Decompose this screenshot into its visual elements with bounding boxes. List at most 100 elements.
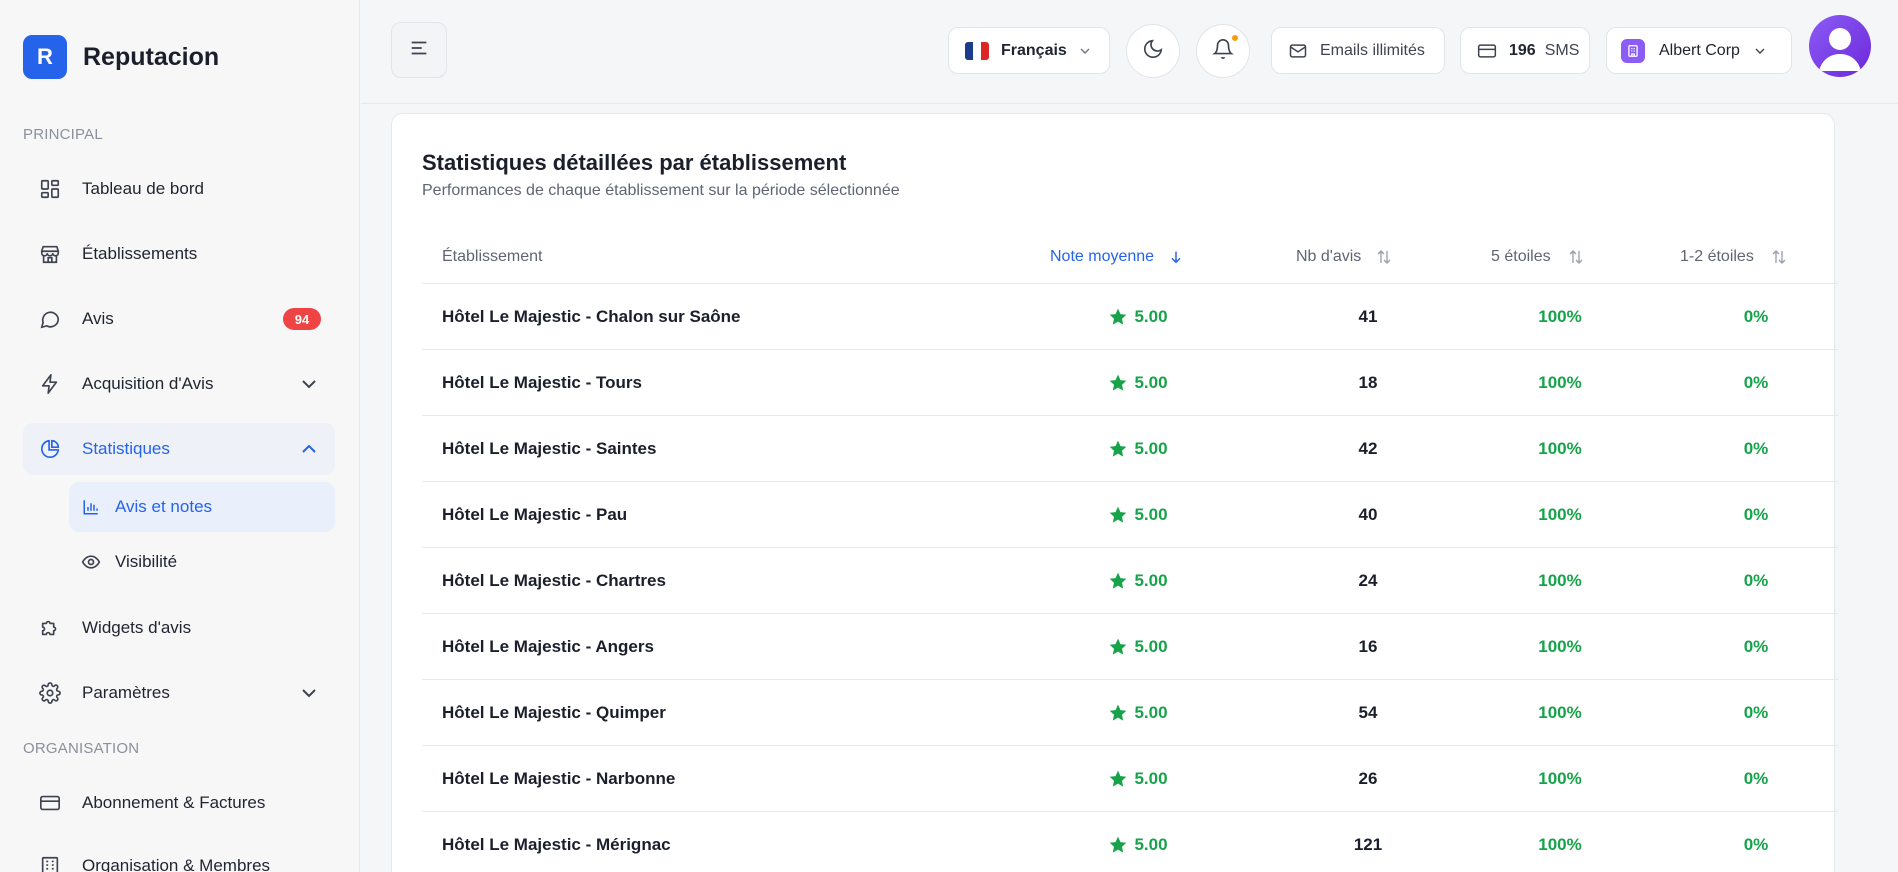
establishment-name: Hôtel Le Majestic - Narbonne [442, 769, 676, 788]
column-label: Note moyenne [1050, 248, 1155, 265]
language-select[interactable]: Français [948, 27, 1110, 74]
review-count: 42 [1358, 439, 1378, 458]
review-count: 40 [1358, 505, 1378, 524]
table-row[interactable]: Hôtel Le Majestic - Chalon sur Saône 5.0… [422, 284, 1838, 350]
low-star-percent: 0% [1743, 307, 1769, 326]
brand[interactable]: R Reputacion [23, 35, 219, 79]
sidebar-item-dashboard[interactable]: Tableau de bord [23, 163, 335, 215]
sidebar-item-acquisition[interactable]: Acquisition d'Avis [23, 358, 335, 410]
sidebar-item-organisation[interactable]: Organisation & Membres [23, 840, 335, 872]
brand-name: Reputacion [83, 42, 220, 71]
sidebar-item-label: Abonnement & Factures [82, 793, 266, 812]
sidebar-item-label: Acquisition d'Avis [82, 374, 214, 393]
column-header-review-count[interactable]: Nb d'avis [1296, 230, 1393, 284]
dashboard-icon [37, 176, 63, 202]
user-icon [1819, 28, 1861, 71]
language-label: Français [1001, 41, 1067, 59]
sidebar-subitem-reviews-ratings[interactable]: Avis et notes [69, 482, 335, 532]
sidebar-item-label: Statistiques [82, 439, 170, 458]
sidebar-item-widgets[interactable]: Widgets d'avis [23, 602, 335, 654]
table-row[interactable]: Hôtel Le Majestic - Quimper 5.00 54 100%… [422, 680, 1838, 746]
table-row[interactable]: Hôtel Le Majestic - Angers 5.00 16 100% … [422, 614, 1838, 680]
review-count: 18 [1358, 373, 1378, 392]
establishment-name: Hôtel Le Majestic - Tours [442, 373, 642, 392]
notifications-button[interactable] [1196, 24, 1250, 78]
establishment-name: Hôtel Le Majestic - Saintes [442, 439, 657, 458]
building-icon [1621, 38, 1645, 63]
user-avatar[interactable] [1809, 15, 1871, 77]
column-label: Établissement [442, 248, 543, 265]
establishment-name: Hôtel Le Majestic - Chalon sur Saône [442, 307, 741, 326]
five-star-percent: 100% [1538, 835, 1582, 854]
emails-label: Emails illimités [1320, 41, 1425, 59]
emails-quota[interactable]: Emails illimités [1271, 27, 1445, 74]
column-header-five-stars[interactable]: 5 étoiles [1491, 230, 1585, 284]
star-icon [1110, 770, 1127, 787]
low-star-percent: 0% [1743, 505, 1769, 524]
table-header: Établissement Note moyenne Nb d'avis 5 é… [422, 230, 1838, 284]
chevron-down-icon [1752, 43, 1768, 59]
sidebar-item-statistics[interactable]: Statistiques [23, 423, 335, 475]
moon-icon [1142, 38, 1164, 65]
sidebar-item-reviews[interactable]: Avis 94 [23, 293, 335, 345]
star-icon [1110, 572, 1127, 589]
star-icon [1110, 506, 1127, 523]
column-header-average-rating[interactable]: Note moyenne [1050, 230, 1184, 284]
puzzle-icon [37, 615, 63, 641]
review-count: 41 [1358, 307, 1378, 326]
sidebar-item-label: Organisation & Membres [82, 856, 271, 872]
sidebar-item-settings[interactable]: Paramètres [23, 667, 335, 719]
star-icon [1110, 440, 1127, 457]
column-header-establishment[interactable]: Établissement [442, 230, 543, 284]
low-star-percent: 0% [1743, 571, 1769, 590]
chevron-up-icon [297, 437, 321, 461]
average-rating: 5.00 [1068, 284, 1208, 350]
table-row[interactable]: Hôtel Le Majestic - Chartres 5.00 24 100… [422, 548, 1838, 614]
sidebar-item-label: Tableau de bord [82, 179, 204, 198]
rating-value: 5.00 [1134, 637, 1168, 656]
sort-icon [1567, 248, 1585, 266]
average-rating: 5.00 [1068, 482, 1208, 548]
establishment-name: Hôtel Le Majestic - Chartres [442, 571, 666, 590]
low-star-percent: 0% [1743, 703, 1769, 722]
review-count: 16 [1358, 637, 1378, 656]
five-star-percent: 100% [1538, 769, 1582, 788]
table-row[interactable]: Hôtel Le Majestic - Narbonne 5.00 26 100… [422, 746, 1838, 812]
average-rating: 5.00 [1068, 416, 1208, 482]
average-rating: 5.00 [1068, 680, 1208, 746]
bolt-icon [37, 371, 63, 397]
dark-mode-toggle[interactable] [1126, 24, 1180, 78]
table-row[interactable]: Hôtel Le Majestic - Pau 5.00 40 100% 0% [422, 482, 1838, 548]
organization-select[interactable]: Albert Corp [1606, 27, 1792, 74]
sidebar-subitem-label: Visibilité [115, 552, 178, 571]
store-icon [37, 241, 63, 267]
column-header-low-stars[interactable]: 1-2 étoiles [1680, 230, 1788, 284]
average-rating: 5.00 [1068, 350, 1208, 416]
sort-icon [1375, 248, 1393, 266]
sidebar-subitem-visibility[interactable]: Visibilité [69, 537, 335, 587]
table-row[interactable]: Hôtel Le Majestic - Mérignac 5.00 121 10… [422, 812, 1838, 872]
sidebar-item-label: Paramètres [82, 683, 170, 702]
sidebar-item-establishments[interactable]: Établissements [23, 228, 335, 280]
low-star-percent: 0% [1743, 769, 1769, 788]
rating-value: 5.00 [1134, 373, 1168, 392]
sidebar-item-billing[interactable]: Abonnement & Factures [23, 777, 335, 829]
rating-value: 5.00 [1134, 835, 1168, 854]
sms-quota[interactable]: 196 SMS [1460, 27, 1590, 74]
establishment-name: Hôtel Le Majestic - Mérignac [442, 835, 671, 854]
sms-count: 196 [1509, 41, 1536, 59]
table-row[interactable]: Hôtel Le Majestic - Tours 5.00 18 100% 0… [422, 350, 1838, 416]
review-count: 121 [1353, 835, 1383, 854]
message-icon [37, 306, 63, 332]
menu-toggle-button[interactable] [391, 22, 447, 78]
sidebar-item-label: Établissements [82, 244, 198, 263]
rating-value: 5.00 [1134, 439, 1168, 458]
eye-icon [81, 552, 101, 572]
rating-value: 5.00 [1134, 703, 1168, 722]
chevron-down-icon [297, 372, 321, 396]
five-star-percent: 100% [1538, 505, 1582, 524]
establishment-name: Hôtel Le Majestic - Quimper [442, 703, 666, 722]
table-row[interactable]: Hôtel Le Majestic - Saintes 5.00 42 100%… [422, 416, 1838, 482]
column-label: 5 étoiles [1491, 248, 1551, 265]
sort-icon [1770, 248, 1788, 266]
